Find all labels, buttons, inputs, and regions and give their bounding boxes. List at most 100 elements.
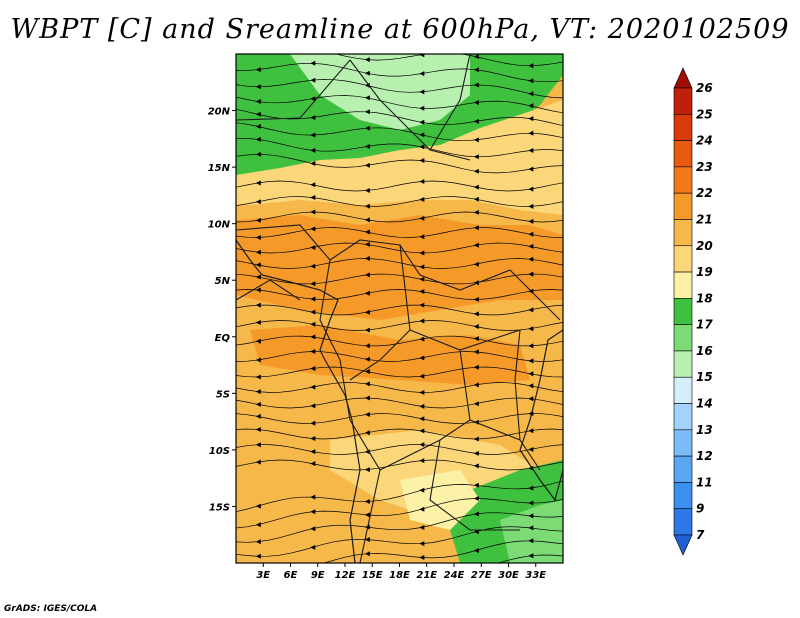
streamline-arrow — [310, 596, 315, 601]
streamline-arrow — [473, 54, 479, 60]
streamline — [236, 526, 563, 557]
streamline-arrow — [364, 272, 370, 278]
streamline-arrow — [473, 349, 479, 355]
streamline-arrow — [310, 60, 316, 66]
streamline-arrow — [419, 390, 425, 395]
streamline-arrow — [528, 343, 534, 349]
streamline-arrow — [255, 302, 261, 308]
colorbar: 26 25 24 23 22 21 20 19 18 17 16 15 14 13 12 11 9 7 — [673, 67, 713, 556]
colorbar-level-label: 12 — [696, 449, 713, 463]
streamline-arrow — [255, 123, 261, 129]
streamline-arrow — [255, 522, 261, 528]
colorbar-level-label: 13 — [696, 423, 713, 437]
streamline-arrow — [419, 71, 425, 77]
colorbar-level-label: 24 — [696, 134, 713, 148]
streamline-arrow — [364, 109, 370, 115]
streamline-arrow — [364, 467, 370, 473]
streamline-arrow — [364, 327, 370, 333]
lon-tick-label: 9E — [311, 570, 325, 581]
lat-tick-label: 20N — [208, 107, 231, 118]
streamline — [236, 227, 563, 238]
streamline-arrow — [473, 209, 479, 215]
streamline-arrow — [364, 256, 370, 261]
lat-tick-label: 15N — [208, 163, 231, 174]
streamline-arrow — [473, 261, 479, 267]
colorbar-swatch — [673, 192, 693, 220]
streamline-arrow — [419, 197, 425, 202]
streamline-arrow — [528, 538, 534, 544]
streamline-arrow — [310, 420, 316, 426]
streamline — [236, 498, 563, 529]
streamline-arrow — [310, 544, 316, 550]
wbpt-field-22-a — [236, 215, 563, 320]
streamline-arrow — [255, 249, 261, 255]
streamline-arrow — [310, 115, 316, 121]
streamline-arrow — [255, 199, 261, 205]
colorbar-swatch — [673, 140, 693, 168]
streamline-arrow — [364, 369, 370, 374]
streamline-arrow — [255, 180, 261, 186]
streamline-arrow — [473, 67, 479, 73]
streamline-arrow — [310, 46, 315, 51]
colorbar-swatch — [673, 245, 693, 273]
map-area — [236, 46, 563, 601]
streamline-arrow — [364, 395, 370, 401]
streamline-arrow — [528, 91, 534, 97]
streamline — [236, 273, 563, 285]
streamline-arrow — [255, 136, 261, 142]
streamline-arrow — [419, 555, 425, 560]
streamline — [236, 444, 563, 455]
streamline — [236, 304, 563, 316]
colorbar-level-label: 25 — [696, 107, 713, 121]
streamlines — [236, 46, 563, 601]
lon-tick-label: 3E — [256, 570, 270, 581]
streamline-arrow — [419, 506, 425, 512]
streamline-arrow — [255, 217, 261, 223]
streamline-arrow — [310, 403, 316, 409]
grads-credit: GrADS: IGES/COLA — [4, 604, 98, 614]
streamline-arrow — [256, 592, 261, 597]
streamline-arrow — [310, 263, 316, 269]
streamline-arrow — [419, 105, 425, 111]
streamline-arrow — [473, 401, 479, 407]
streamline-arrow — [473, 196, 479, 202]
wbpt-field-22-b — [250, 325, 530, 385]
streamline-arrow — [310, 384, 316, 390]
streamline-arrow — [473, 168, 479, 174]
streamline-arrow — [528, 500, 534, 506]
streamline — [236, 211, 563, 223]
streamline-arrow — [419, 355, 425, 361]
streamline-arrow — [255, 374, 261, 380]
lat-tick-label: 10S — [209, 446, 230, 457]
streamline-arrow — [473, 364, 479, 370]
streamline — [236, 154, 563, 174]
streamline-arrow — [255, 84, 261, 90]
streamline-arrow — [419, 250, 425, 256]
streamline-arrow — [473, 324, 479, 329]
streamline-arrow — [528, 396, 534, 402]
streamline — [236, 335, 563, 347]
streamline-arrow — [419, 403, 425, 409]
streamline-arrow — [419, 302, 425, 308]
streamline-arrow — [255, 389, 261, 395]
streamline-arrow — [255, 67, 261, 73]
streamline-arrow — [255, 262, 261, 268]
streamline-arrow — [364, 144, 370, 149]
streamline-arrow — [310, 509, 316, 515]
streamline — [236, 108, 563, 127]
streamline-arrow — [364, 95, 370, 101]
streamline-arrow — [474, 583, 479, 588]
lat-tick-label: 5N — [215, 276, 231, 287]
streamline-arrow — [255, 413, 261, 419]
streamline-arrow — [310, 349, 316, 354]
streamline-arrow — [528, 553, 534, 559]
streamline — [497, 554, 563, 563]
colorbar-level-label: 20 — [696, 239, 713, 253]
lon-tick-label: 27E — [471, 570, 492, 581]
streamline-arrow — [364, 203, 370, 209]
streamline-arrow — [310, 461, 316, 467]
streamline-arrow — [365, 586, 370, 591]
streamline-arrow — [528, 166, 534, 172]
streamline — [236, 413, 563, 424]
